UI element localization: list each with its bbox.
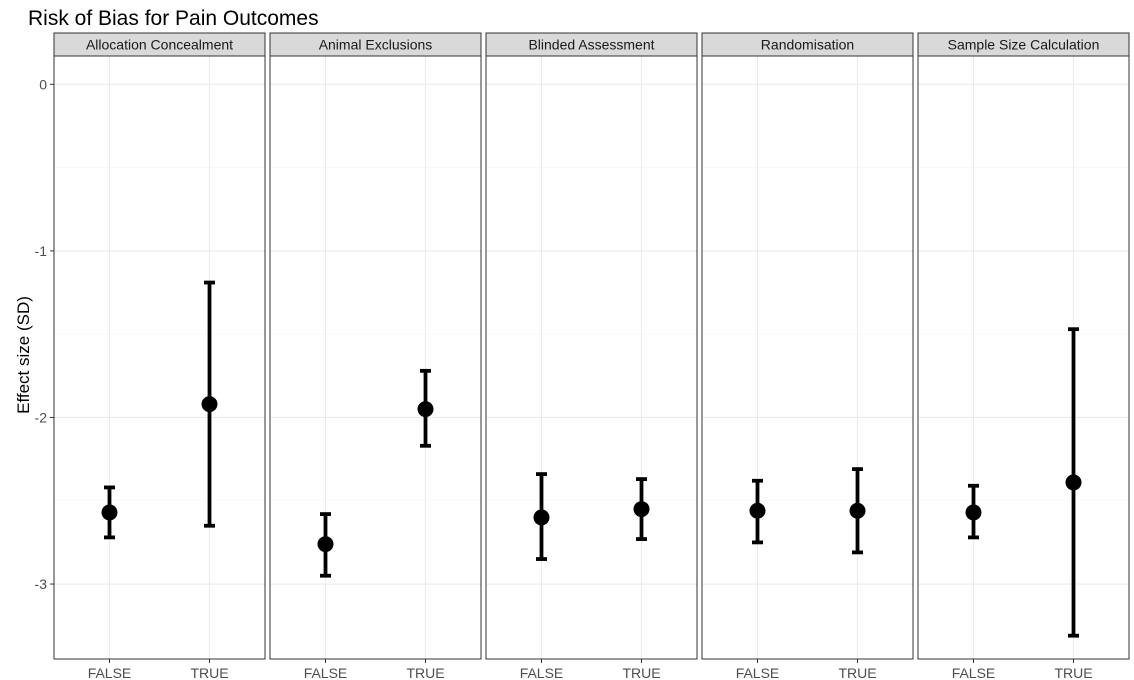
panel-border [701,55,914,660]
facet-panel: Blinded Assessment FALSE TRUE [485,32,698,680]
panel-background [270,56,481,659]
data-point [417,401,434,418]
data-point [317,536,334,553]
y-tick-label: 0 [39,76,47,92]
data-point [101,504,118,521]
facet-strip-label: Randomisation [761,37,854,53]
data-point [749,502,766,519]
chart-title: Risk of Bias for Pain Outcomes [28,7,319,30]
panel-border [53,55,266,660]
x-tick-label: TRUE [406,665,444,680]
panel-border [269,55,482,660]
x-tick-label: FALSE [88,665,132,680]
y-tick-label: -3 [35,576,48,592]
y-axis-ticks: 0 -1 -2 -3 [35,76,54,592]
x-tick-label: TRUE [622,665,660,680]
data-point [1065,474,1082,491]
panel-border [485,55,698,660]
data-point [849,502,866,519]
facet-panel: Randomisation FALSE TRUE [701,32,914,680]
panel-background [54,56,265,659]
y-tick-label: -2 [35,409,48,425]
data-point [201,396,218,413]
facet-panel: Allocation Concealment FALSE TRUE [53,32,266,680]
facet-strip-label: Animal Exclusions [319,37,433,53]
panel-background [918,56,1129,659]
panel-background [486,56,697,659]
y-axis-label: Effect size (SD) [14,296,33,414]
panel-background [702,56,913,659]
x-tick-label: FALSE [520,665,564,680]
x-tick-label: TRUE [190,665,228,680]
facet-strip-label: Blinded Assessment [528,37,654,53]
x-tick-label: FALSE [952,665,996,680]
facet-panel: Sample Size Calculation FALSE TRUE [917,32,1130,680]
x-tick-label: TRUE [838,665,876,680]
y-tick-label: -1 [35,243,48,259]
facet-strip-label: Sample Size Calculation [948,37,1100,53]
x-tick-label: TRUE [1054,665,1092,680]
panel-border [917,55,1130,660]
data-point [633,501,650,518]
data-point [965,504,982,521]
x-tick-label: FALSE [304,665,348,680]
x-tick-label: FALSE [736,665,780,680]
facet-panel: Animal Exclusions FALSE TRUE [269,32,482,680]
data-point [533,509,550,526]
facet-strip-label: Allocation Concealment [86,37,233,53]
